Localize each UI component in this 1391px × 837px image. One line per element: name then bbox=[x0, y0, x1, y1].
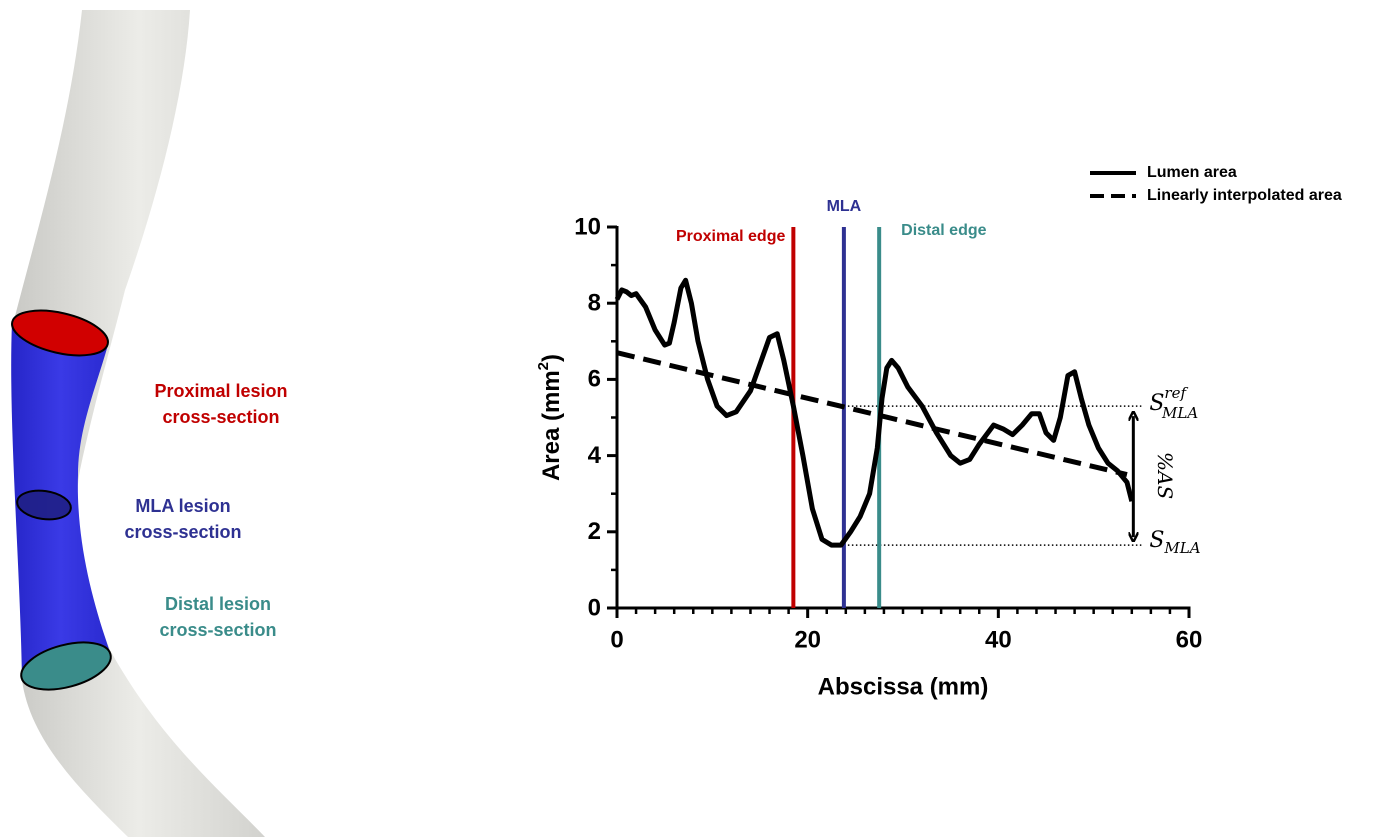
reference-label-base: S bbox=[1149, 391, 1164, 416]
reference-label-sup: ref bbox=[1164, 384, 1188, 402]
edge-label: MLA bbox=[827, 198, 862, 215]
interpolated-line bbox=[616, 350, 1128, 478]
reference-label: Sref MLA bbox=[1149, 384, 1198, 422]
edge-label: Proximal edge bbox=[676, 228, 785, 245]
y-axis-title-sup: 2 bbox=[535, 362, 552, 370]
reference-label-base: S bbox=[1149, 528, 1164, 553]
y-tick-label: 10 bbox=[574, 213, 601, 240]
illustration-label: cross-section bbox=[124, 522, 241, 542]
x-tick-label: 20 bbox=[794, 626, 821, 653]
y-tick-label: 2 bbox=[588, 518, 601, 545]
illustration-label: cross-section bbox=[159, 620, 276, 640]
reference-label-sub: MLA bbox=[1161, 404, 1198, 422]
x-axis-title: Abscissa (mm) bbox=[818, 673, 989, 700]
legend-label: Linearly interpolated area bbox=[1147, 187, 1342, 204]
distal-cross-section bbox=[20, 641, 112, 691]
legend-label: Lumen area bbox=[1147, 164, 1237, 181]
y-tick-label: 8 bbox=[588, 290, 601, 317]
x-tick-label: 60 bbox=[1176, 626, 1203, 653]
x-tick-label: 0 bbox=[610, 626, 623, 653]
mla-cross-section bbox=[16, 489, 72, 521]
edge-label: Distal edge bbox=[901, 222, 986, 239]
proximal-cross-section bbox=[11, 309, 109, 357]
y-tick-label: 4 bbox=[588, 442, 602, 469]
y-tick-label: 0 bbox=[588, 594, 601, 621]
y-axis-title-text: Area (mm bbox=[538, 370, 565, 481]
reference-label: SMLA bbox=[1149, 528, 1200, 557]
x-tick-label: 40 bbox=[985, 626, 1012, 653]
illustration-label: Proximal lesion bbox=[154, 381, 287, 401]
percent-as-label: %AS bbox=[1153, 452, 1177, 499]
y-axis-title-end: ) bbox=[538, 354, 565, 362]
y-axis-title: Area (mm2) bbox=[535, 354, 565, 481]
illustration-label: Distal lesion bbox=[165, 594, 271, 614]
reference-label-sub: MLA bbox=[1163, 539, 1200, 557]
vessel-illustration bbox=[11, 10, 266, 837]
illustration-label: cross-section bbox=[162, 407, 279, 427]
y-tick-label: 6 bbox=[588, 366, 601, 393]
illustration-label: MLA lesion bbox=[135, 496, 230, 516]
lumen-line bbox=[614, 277, 1135, 548]
